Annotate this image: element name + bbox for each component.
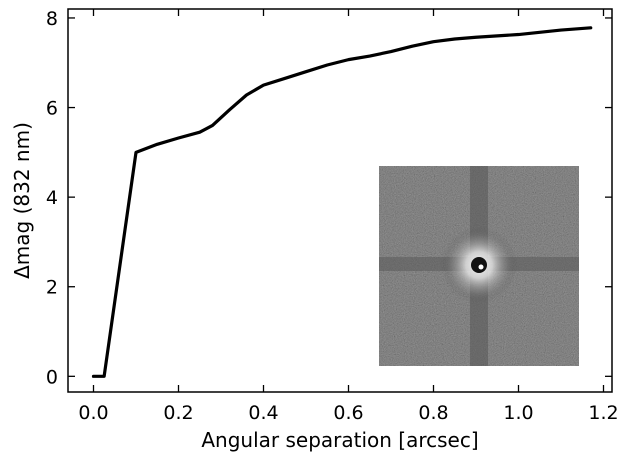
inset-star-core (471, 257, 487, 273)
y-tick-label: 4 (46, 187, 58, 209)
x-tick-label: 0.4 (248, 402, 278, 424)
x-tick-label: 1.2 (588, 402, 618, 424)
y-tick-label: 8 (46, 8, 58, 30)
y-tick-label: 6 (46, 98, 58, 120)
x-tick-label: 0.8 (418, 402, 448, 424)
x-tick-label: 0.6 (333, 402, 363, 424)
plot-frame (67, 8, 613, 393)
y-axis-title: Δmag (832 nm) (10, 122, 34, 279)
y-tick-label: 2 (46, 277, 58, 299)
x-axis-title: Angular separation [arcsec] (201, 428, 478, 452)
contrast-curve-line (91, 26, 593, 378)
inset-star-center (478, 264, 484, 270)
inset-image (379, 166, 579, 366)
y-tick-label: 0 (46, 366, 58, 388)
x-tick-label: 0.2 (163, 402, 193, 424)
x-tick-label: 1.0 (503, 402, 533, 424)
x-tick-label: 0.0 (78, 402, 108, 424)
